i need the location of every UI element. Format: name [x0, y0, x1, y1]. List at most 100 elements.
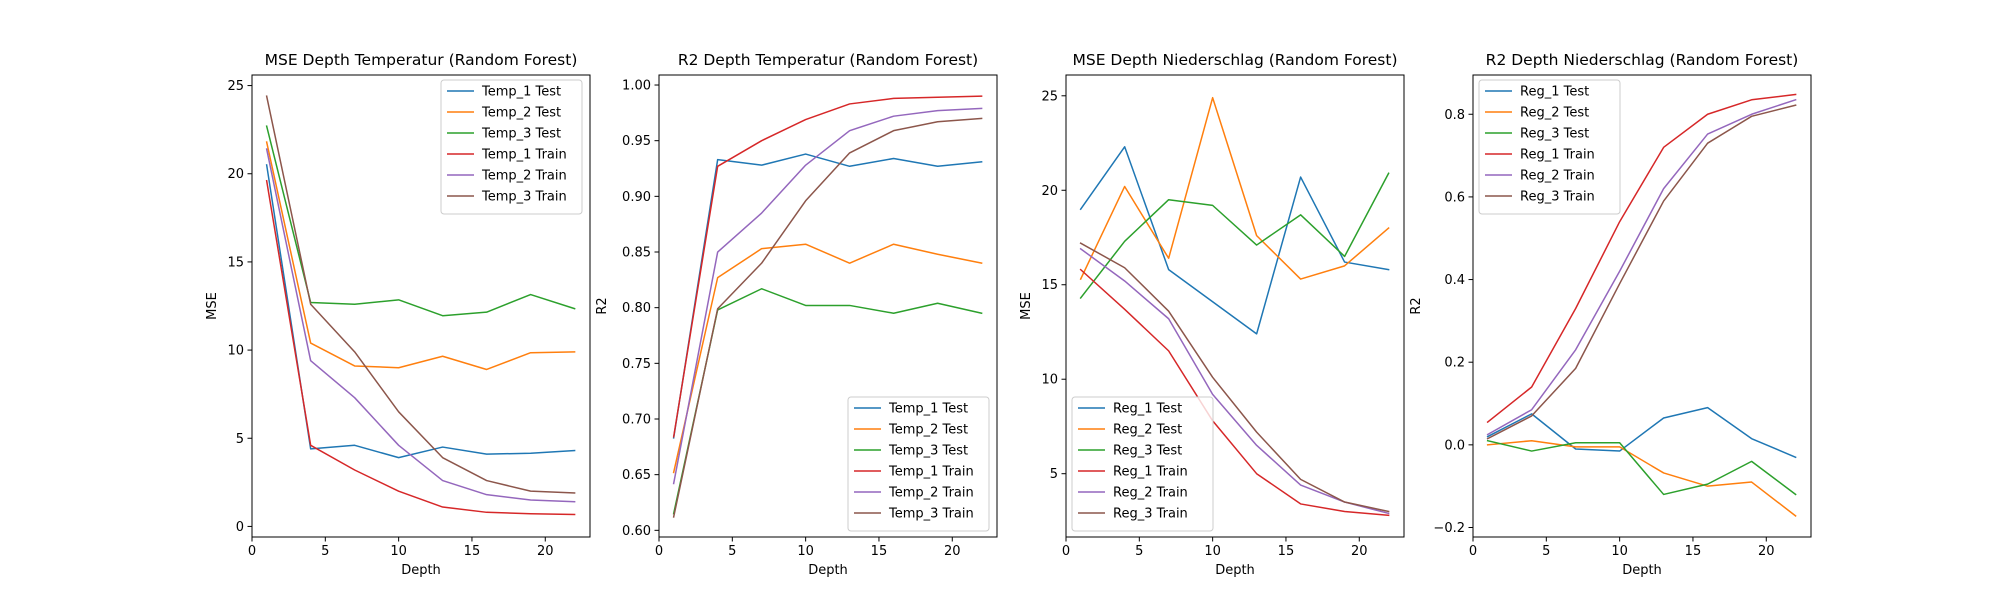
legend-label: Temp_3 Train: [481, 190, 567, 205]
x-tick-label: 5: [1135, 544, 1143, 559]
axes-frame: [1065, 74, 1405, 538]
series-line: [1079, 268, 1390, 517]
y-tick-label: 25: [1041, 89, 1058, 104]
y-tick-label: 20: [227, 167, 244, 182]
series-line: [1486, 98, 1797, 436]
chart-title: R2 Depth Temperatur (Random Forest): [678, 51, 978, 69]
x-tick-label: 15: [871, 544, 888, 559]
legend-label: Temp_3 Train: [888, 507, 974, 522]
x-axis-label: Depth: [1215, 563, 1255, 578]
x-axis-label: Depth: [808, 563, 848, 578]
y-tick-label: 0.60: [622, 524, 651, 539]
chart-title: MSE Depth Temperatur (Random Forest): [265, 51, 578, 69]
y-tick-label: 0.70: [622, 412, 651, 427]
legend-label: Reg_2 Test: [1520, 106, 1589, 121]
y-tick-label: 25: [227, 79, 244, 94]
y-tick-label: 0.75: [622, 357, 651, 372]
series-line: [1079, 96, 1390, 281]
x-tick-label: 0: [655, 544, 663, 559]
series-line: [1079, 172, 1390, 300]
y-tick-label: 10: [227, 344, 244, 359]
x-tick-label: 5: [1542, 544, 1550, 559]
series-line: [672, 107, 983, 485]
legend-label: Temp_1 Train: [481, 148, 567, 163]
y-tick-label: 0: [236, 520, 244, 535]
legend: Reg_1 Test Reg_2 Test Reg_3 Test Reg_1 Trai…: [1478, 79, 1621, 215]
series-line: [1486, 104, 1797, 440]
series-line: [672, 153, 983, 439]
x-tick-label: 10: [390, 544, 407, 559]
x-axis-label: Depth: [1622, 563, 1662, 578]
y-tick-label: 0.2: [1444, 356, 1465, 371]
y-tick-label: 0.90: [622, 190, 651, 205]
legend: Temp_1 Test Temp_2 Test Temp_3 Test Temp_1 …: [847, 396, 990, 532]
y-tick-label: 0.8: [1444, 108, 1465, 123]
legend-label: Temp_2 Train: [481, 169, 567, 184]
x-tick-label: 20: [537, 544, 554, 559]
x-tick-label: 5: [728, 544, 736, 559]
legend-label: Reg_2 Test: [1113, 423, 1182, 438]
y-tick-label: 1.00: [622, 79, 651, 94]
y-tick-label: 15: [1041, 278, 1058, 293]
series-line: [265, 95, 576, 494]
chart-title: MSE Depth Niederschlag (Random Forest): [1072, 51, 1397, 69]
legend-label: Reg_3 Train: [1520, 190, 1595, 205]
x-axis-label: Depth: [401, 563, 441, 578]
chart-panel: 0 5 10 15 20 0.60 0.65 0.70 0.75 0.80 0.85 0.90 0.95…: [595, 51, 998, 578]
y-tick-label: 15: [227, 255, 244, 270]
series-line: [1079, 247, 1390, 515]
y-tick-label: 0.95: [622, 134, 651, 149]
legend-label: Temp_2 Test: [888, 423, 968, 438]
x-tick-label: 0: [1469, 544, 1477, 559]
legend: Temp_1 Test Temp_2 Test Temp_3 Test Temp_1 …: [440, 79, 583, 215]
series-line: [672, 117, 983, 518]
x-tick-label: 0: [248, 544, 256, 559]
y-tick-label: 5: [1050, 467, 1058, 482]
series-line: [1079, 146, 1390, 335]
y-tick-label: 0.6: [1444, 190, 1465, 205]
x-tick-label: 15: [1685, 544, 1702, 559]
series-line: [265, 148, 576, 503]
legend-label: Temp_1 Test: [481, 85, 561, 100]
y-tick-label: 10: [1041, 373, 1058, 388]
y-axis-label: R2: [1409, 297, 1424, 314]
chart-panel: 0 5 10 15 20 5 10 15 20 25 MSE Depth Niederschlag …: [1019, 51, 1405, 578]
y-tick-label: 5: [236, 432, 244, 447]
legend-box: [1071, 396, 1214, 532]
series-line: [672, 95, 983, 438]
legend-box: [847, 396, 990, 532]
x-tick-label: 10: [797, 544, 814, 559]
series-line: [672, 243, 983, 474]
series-line: [265, 125, 576, 317]
legend-label: Temp_3 Test: [481, 127, 561, 142]
series-line: [1486, 439, 1797, 517]
legend: Reg_1 Test Reg_2 Test Reg_3 Test Reg_1 Trai…: [1071, 396, 1214, 532]
axes-frame: [658, 74, 998, 538]
axes-frame: [251, 74, 591, 538]
legend-label: Reg_2 Train: [1113, 486, 1188, 501]
y-tick-label: 0.85: [622, 246, 651, 261]
y-axis-label: MSE: [1019, 292, 1034, 320]
x-tick-label: 20: [944, 544, 961, 559]
series-line: [265, 164, 576, 459]
axes-frame: [1472, 74, 1812, 538]
legend-label: Reg_3 Test: [1113, 444, 1182, 459]
x-tick-label: 20: [1351, 544, 1368, 559]
y-tick-label: 0.0: [1444, 438, 1465, 453]
x-tick-label: 20: [1758, 544, 1775, 559]
y-tick-label: 20: [1041, 184, 1058, 199]
chart-panel: 0 5 10 15 20 0 5 10 15 20 25 MSE Depth Temperatur (…: [205, 51, 591, 578]
legend-label: Reg_1 Test: [1113, 402, 1182, 417]
x-tick-label: 10: [1611, 544, 1628, 559]
x-tick-label: 15: [1278, 544, 1295, 559]
series-line: [1486, 439, 1797, 496]
legend-label: Reg_1 Train: [1520, 148, 1595, 163]
y-axis-label: MSE: [205, 292, 220, 320]
legend-label: Reg_1 Train: [1113, 465, 1188, 480]
legend-label: Temp_2 Test: [481, 106, 561, 121]
series-line: [1486, 406, 1797, 459]
chart-panel: 0 5 10 15 20 −0.2 0.0 0.2 0.4 0.6 0.8 R2 Depth Nied…: [1409, 51, 1812, 578]
y-tick-label: 0.80: [622, 301, 651, 316]
